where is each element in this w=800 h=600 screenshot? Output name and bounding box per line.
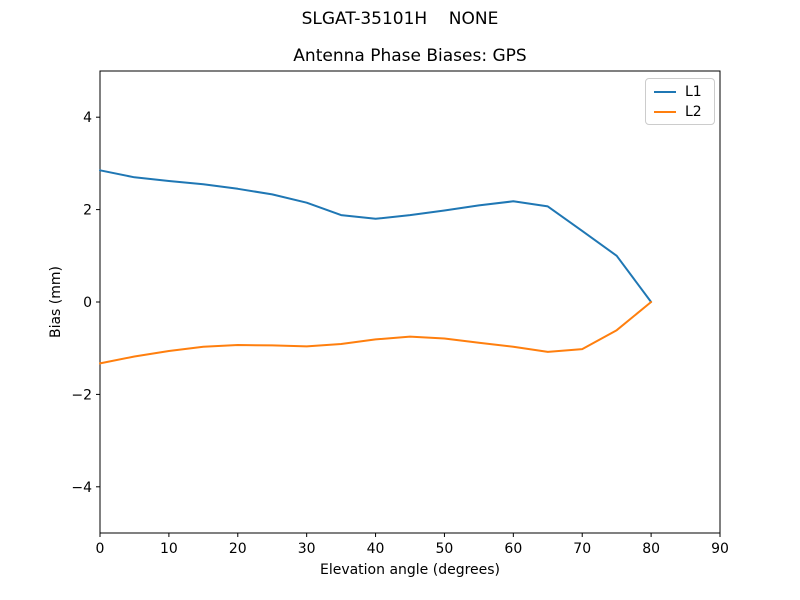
plot-border — [99, 70, 721, 534]
x-axis-label: Elevation angle (degrees) — [319, 562, 501, 578]
y-tick-label: 2 — [83, 203, 92, 219]
legend-label-l2: L2 — [685, 103, 702, 120]
chart-title: Antenna Phase Biases: GPS — [293, 46, 527, 66]
x-tick-label: 60 — [504, 541, 522, 557]
y-tick-label: 4 — [83, 110, 92, 126]
l1-line-swatch — [654, 90, 676, 93]
x-tick-label: 40 — [367, 541, 385, 557]
x-tick-label: 10 — [160, 541, 178, 557]
y-axis-label: Bias (mm) — [48, 265, 64, 339]
legend-entry-l2: L2 — [654, 103, 706, 120]
x-tick-label: 70 — [573, 541, 591, 557]
x-tick-label: 0 — [96, 541, 105, 557]
legend-label-l1: L1 — [685, 83, 702, 100]
x-tick-label: 80 — [642, 541, 660, 557]
series-line-l2 — [99, 301, 653, 365]
l2-line-swatch — [654, 110, 676, 113]
series-line-l1 — [99, 169, 653, 303]
x-tick-label: 90 — [711, 541, 729, 557]
y-tick-label: −2 — [71, 387, 92, 403]
x-tick-label: 50 — [436, 541, 454, 557]
x-tick-label: 20 — [229, 541, 247, 557]
y-tick-label: −4 — [71, 480, 92, 496]
x-tick-label: 30 — [298, 541, 316, 557]
figure-suptitle: SLGAT-35101H NONE — [301, 9, 499, 29]
legend-entry-l1: L1 — [654, 83, 706, 100]
legend: L1 L2 — [645, 78, 715, 125]
y-tick-label: 0 — [83, 295, 92, 311]
